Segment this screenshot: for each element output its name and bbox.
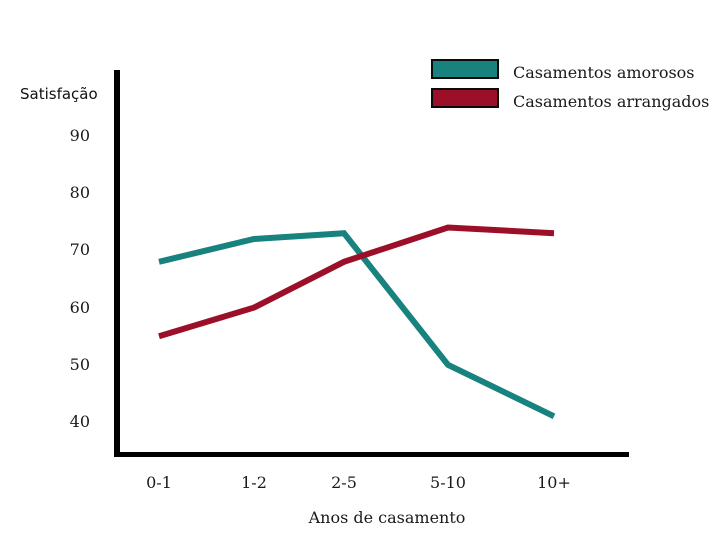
- y-tick-label: 60: [69, 298, 90, 317]
- y-tick-label: 40: [69, 412, 90, 431]
- x-tick-label: 2-5: [331, 473, 357, 492]
- y-tick-label: 70: [69, 240, 90, 259]
- y-axis-title: Satisfação: [20, 85, 98, 103]
- y-tick-label: 90: [69, 126, 90, 145]
- series-line-1: [158, 224, 555, 340]
- y-tick-label: 50: [69, 355, 90, 374]
- x-tick-label: 0-1: [146, 473, 172, 492]
- legend-label-arrangados: Casamentos arrangados: [513, 92, 710, 111]
- x-axis-line: [114, 452, 629, 457]
- x-tick-label: 1-2: [241, 473, 267, 492]
- x-axis-title: Anos de casamento: [308, 508, 466, 527]
- y-tick-label: 80: [69, 183, 90, 202]
- legend-swatch-arrangados: [431, 88, 499, 108]
- x-tick-label: 10+: [537, 473, 571, 492]
- legend-label-amorosos: Casamentos amorosos: [513, 63, 695, 82]
- legend-swatch-amorosos: [431, 59, 499, 79]
- x-tick-label: 5-10: [430, 473, 466, 492]
- series-line-0: [158, 230, 556, 419]
- y-axis-line: [114, 70, 120, 457]
